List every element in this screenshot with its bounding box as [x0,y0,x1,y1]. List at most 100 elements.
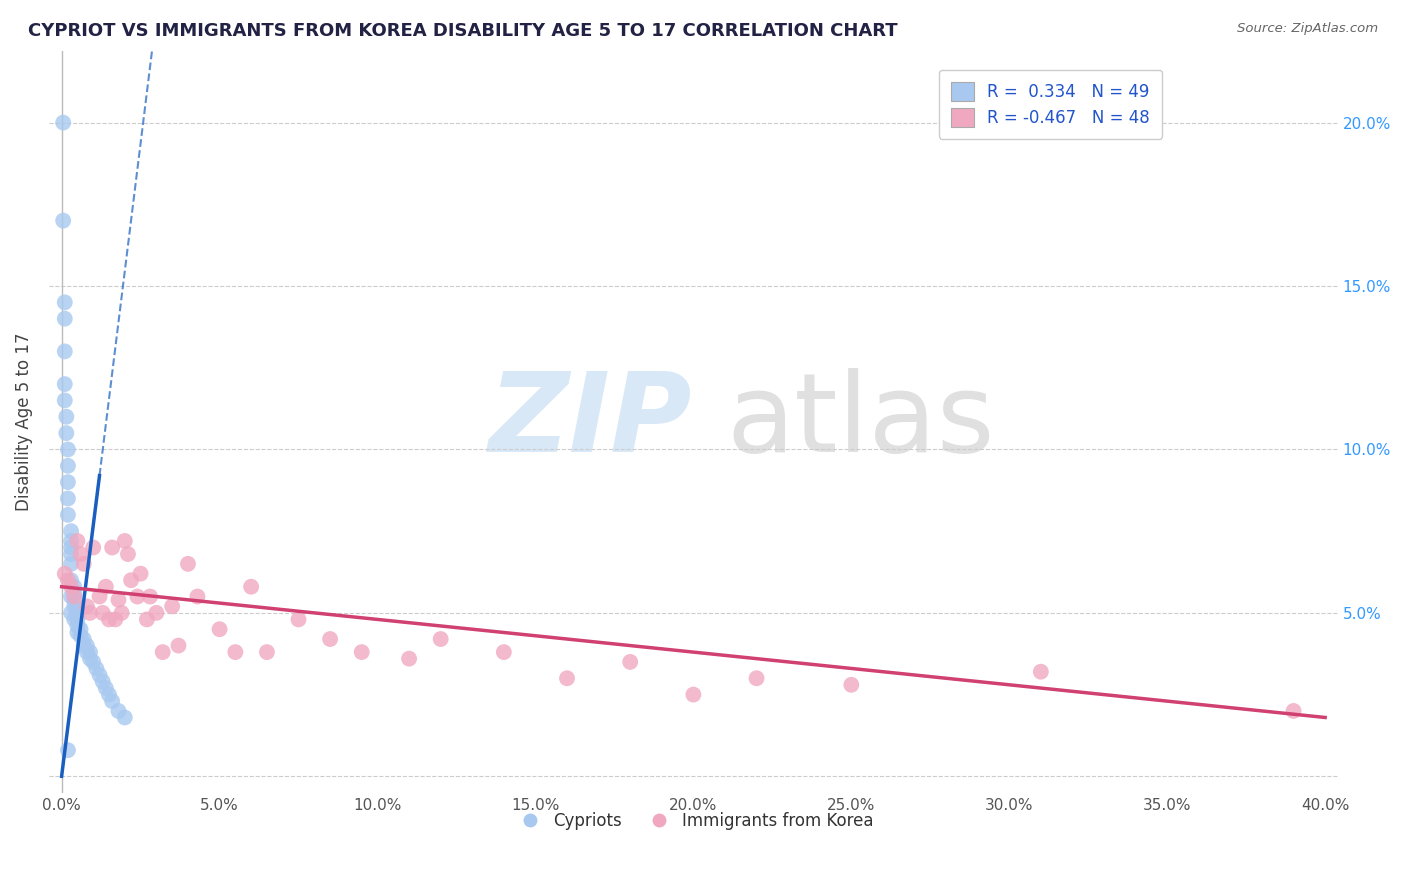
Point [60,547,83,561]
Point [240,580,263,594]
Point [287,612,309,626]
Point [107,704,129,718]
Point [160,599,183,614]
Text: Source: ZipAtlas.com: Source: ZipAtlas.com [1237,22,1378,36]
Point [186,590,208,604]
Point [53,344,76,359]
Point [167,639,190,653]
Point [60,580,83,594]
Point [56,743,79,757]
Point [619,655,641,669]
Point [66,625,89,640]
Point [56,442,79,457]
Legend: Cypriots, Immigrants from Korea: Cypriots, Immigrants from Korea [506,805,880,837]
Point [79,645,101,659]
Point [76,599,98,614]
Point [208,622,231,636]
Point [66,606,89,620]
Point [82,655,104,669]
Point [492,645,515,659]
Point [73,557,96,571]
Text: atlas: atlas [727,368,995,475]
Point [60,524,83,538]
Point [79,606,101,620]
Point [429,632,451,646]
Point [63,580,86,594]
Point [69,629,91,643]
Text: ZIP: ZIP [488,368,692,475]
Point [256,645,278,659]
Point [53,377,76,392]
Point [89,590,111,604]
Point [76,639,98,653]
Point [63,586,86,600]
Point [839,678,862,692]
Point [127,590,149,604]
Point [52,213,75,227]
Point [60,573,83,587]
Point [129,566,152,581]
Point [94,681,117,695]
Point [145,606,167,620]
Point [91,674,114,689]
Point [73,639,96,653]
Point [682,688,704,702]
Point [1029,665,1052,679]
Point [114,533,136,548]
Point [398,651,420,665]
Point [76,645,98,659]
Point [319,632,342,646]
Point [114,710,136,724]
Point [139,590,162,604]
Point [53,393,76,408]
Point [56,458,79,473]
Point [56,508,79,522]
Point [60,557,83,571]
Point [152,645,174,659]
Point [120,573,142,587]
Text: CYPRIOT VS IMMIGRANTS FROM KOREA DISABILITY AGE 5 TO 17 CORRELATION CHART: CYPRIOT VS IMMIGRANTS FROM KOREA DISABIL… [28,22,898,40]
Point [60,606,83,620]
Point [101,541,124,555]
Point [101,694,124,708]
Point [66,612,89,626]
Point [66,533,89,548]
Point [53,311,76,326]
Point [82,541,104,555]
Point [91,606,114,620]
Point [56,491,79,506]
Point [98,688,121,702]
Point [107,592,129,607]
Point [60,533,83,548]
Point [79,651,101,665]
Point [350,645,373,659]
Point [224,645,246,659]
Point [66,619,89,633]
Point [104,612,127,626]
Point [63,599,86,614]
Point [63,590,86,604]
Y-axis label: Disability Age 5 to 17: Disability Age 5 to 17 [15,333,32,511]
Point [89,668,111,682]
Point [53,295,76,310]
Point [53,566,76,581]
Point [1282,704,1305,718]
Point [60,541,83,555]
Point [555,671,578,685]
Point [135,612,157,626]
Point [52,115,75,129]
Point [56,475,79,490]
Point [117,547,139,561]
Point [63,612,86,626]
Point [86,661,108,675]
Point [111,606,134,620]
Point [55,409,77,424]
Point [60,590,83,604]
Point [63,592,86,607]
Point [55,426,77,441]
Point [94,580,117,594]
Point [73,632,96,646]
Point [56,573,79,587]
Point [69,622,91,636]
Point [98,612,121,626]
